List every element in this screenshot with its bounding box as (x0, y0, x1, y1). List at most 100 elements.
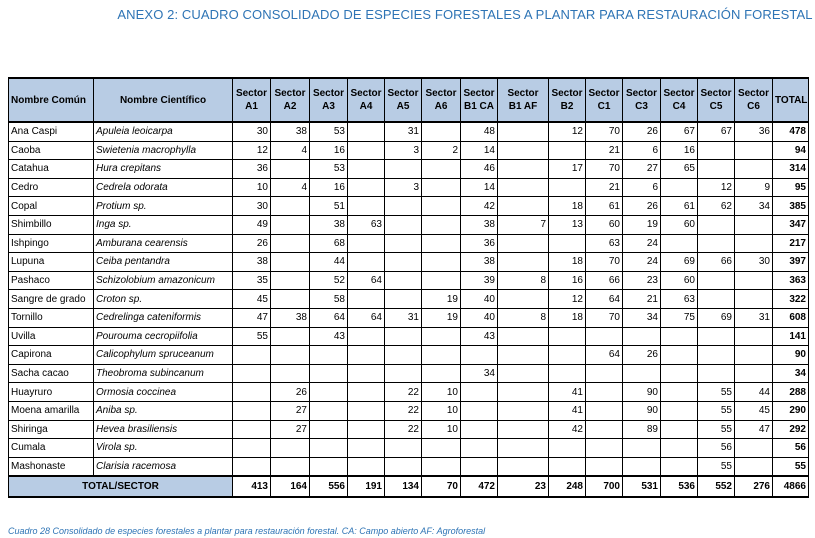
sector-value-cell (384, 214, 422, 235)
sector-value-cell (232, 345, 271, 365)
sector-value-cell (347, 177, 385, 198)
sector-value-cell (697, 345, 735, 365)
total-row: TOTAL/SECTOR 413 164 556 191 134 70 472 23 248 700… (8, 475, 809, 499)
sector-value-cell (460, 345, 498, 365)
sector-value-cell: 2 (421, 140, 461, 161)
sector-value-cell (384, 345, 422, 365)
sector-value-cell: 22 (384, 382, 422, 402)
sector-value-cell (697, 214, 735, 235)
sector-value-cell (734, 456, 773, 477)
common-name-cell: Sangre de grado (8, 289, 94, 309)
sector-value-cell: 70 (585, 159, 623, 179)
row-total-cell: 141 (772, 326, 809, 347)
sector-value-cell (734, 326, 773, 347)
sector-value-cell: 22 (384, 419, 422, 440)
sector-value-cell: 4 (270, 140, 310, 161)
table-row: Mashonaste Clarisia racemosa 55 55 (8, 456, 809, 477)
sector-value-cell (697, 270, 735, 291)
sector-value-cell: 55 (697, 400, 735, 421)
sector-value-cell: 18 (548, 196, 586, 216)
sector-value-cell: 60 (660, 214, 698, 235)
sector-value-cell: 8 (497, 270, 549, 291)
common-name-cell: Cumala (8, 438, 94, 458)
sector-value-cell (622, 456, 661, 477)
sector-value-cell (548, 233, 586, 254)
sector-value-cell: 66 (585, 270, 623, 291)
sector-value-cell: 63 (660, 289, 698, 309)
sector-value-cell: 12 (697, 177, 735, 198)
sector-value-cell: 31 (734, 307, 773, 328)
sector-total-cell: 248 (548, 475, 586, 499)
sector-value-cell: 21 (622, 289, 661, 309)
common-name-cell: Cedro (8, 177, 94, 198)
common-name-cell: Sacha cacao (8, 363, 94, 384)
sector-value-cell (734, 363, 773, 384)
sector-value-cell: 61 (585, 196, 623, 216)
sector-value-cell (384, 438, 422, 458)
sector-value-cell (384, 326, 422, 347)
scientific-name-cell: Aniba sp. (93, 400, 233, 421)
sector-total-cell: 700 (585, 475, 623, 499)
sector-value-cell (232, 456, 271, 477)
sector-value-cell (548, 140, 586, 161)
column-header: Sector A6 (421, 77, 461, 123)
sector-value-cell (347, 419, 385, 440)
sector-value-cell (734, 214, 773, 235)
scientific-name-cell: Hevea brasiliensis (93, 419, 233, 440)
sector-value-cell: 53 (309, 121, 348, 142)
sector-value-cell: 43 (460, 326, 498, 347)
sector-total-cell: 276 (734, 475, 773, 499)
sector-value-cell (347, 456, 385, 477)
sector-value-cell: 90 (622, 382, 661, 402)
sector-value-cell (697, 289, 735, 309)
row-total-cell: 608 (772, 307, 809, 328)
column-header: Nombre Común (8, 77, 94, 123)
common-name-cell: Caoba (8, 140, 94, 161)
sector-value-cell: 49 (232, 214, 271, 235)
sector-value-cell: 67 (660, 121, 698, 142)
sector-value-cell: 3 (384, 177, 422, 198)
sector-value-cell (347, 345, 385, 365)
sector-value-cell: 30 (232, 196, 271, 216)
sector-value-cell (421, 438, 461, 458)
scientific-name-cell: Clarisia racemosa (93, 456, 233, 477)
sector-value-cell (347, 438, 385, 458)
sector-value-cell: 27 (270, 419, 310, 440)
sector-value-cell: 34 (734, 196, 773, 216)
sector-value-cell: 10 (232, 177, 271, 198)
sector-value-cell: 19 (421, 289, 461, 309)
sector-value-cell (697, 326, 735, 347)
row-total-cell: 94 (772, 140, 809, 161)
common-name-cell: Huayruro (8, 382, 94, 402)
row-total-cell: 347 (772, 214, 809, 235)
sector-value-cell (734, 438, 773, 458)
scientific-name-cell: Cedrelinga cateniformis (93, 307, 233, 328)
sector-total-cell: 4866 (772, 475, 809, 499)
sector-total-cell: 164 (270, 475, 310, 499)
sector-value-cell (697, 140, 735, 161)
scientific-name-cell: Pourouma cecropiifolia (93, 326, 233, 347)
table-row: Ishpingo Amburana cearensis 26 68 36 63 24 217 (8, 233, 809, 254)
sector-value-cell: 47 (734, 419, 773, 440)
sector-value-cell (622, 363, 661, 384)
sector-value-cell (232, 419, 271, 440)
sector-value-cell: 24 (622, 233, 661, 254)
sector-value-cell: 67 (697, 121, 735, 142)
sector-value-cell (585, 456, 623, 477)
sector-value-cell (347, 233, 385, 254)
common-name-cell: Ana Caspi (8, 121, 94, 142)
sector-value-cell (697, 233, 735, 254)
sector-value-cell (660, 456, 698, 477)
sector-value-cell (585, 363, 623, 384)
column-header: Sector C6 (734, 77, 773, 123)
sector-value-cell (309, 456, 348, 477)
sector-value-cell (734, 159, 773, 179)
sector-value-cell (309, 438, 348, 458)
sector-value-cell (347, 121, 385, 142)
sector-value-cell: 38 (232, 252, 271, 272)
sector-value-cell: 41 (548, 382, 586, 402)
sector-value-cell: 64 (309, 307, 348, 328)
sector-value-cell (460, 382, 498, 402)
column-header: Sector B2 (548, 77, 586, 123)
sector-value-cell (232, 382, 271, 402)
